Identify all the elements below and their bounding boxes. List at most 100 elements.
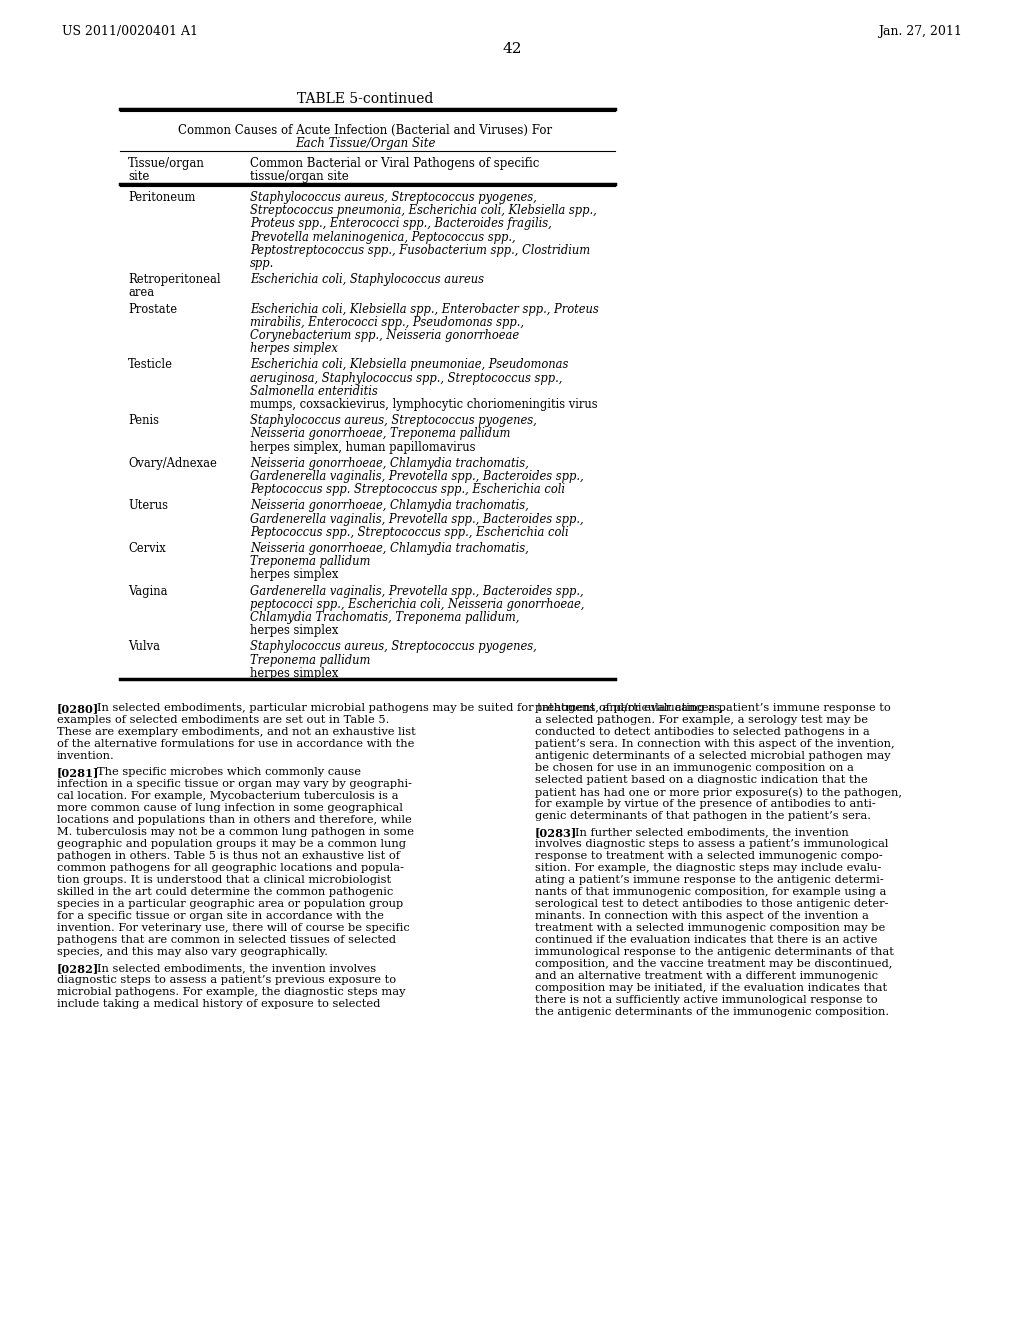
Text: pathogens, and/or evaluating a patient’s immune response to: pathogens, and/or evaluating a patient’s… [535,704,891,713]
Text: [0280]: [0280] [57,704,99,714]
Text: Cervix: Cervix [128,543,166,554]
Text: there is not a sufficiently active immunological response to: there is not a sufficiently active immun… [535,995,878,1005]
Text: These are exemplary embodiments, and not an exhaustive list: These are exemplary embodiments, and not… [57,727,416,737]
Text: Common Causes of Acute Infection (Bacterial and Viruses) For: Common Causes of Acute Infection (Bacter… [178,124,552,137]
Text: nants of that immunogenic composition, for example using a: nants of that immunogenic composition, f… [535,887,887,898]
Text: pathogen in others. Table 5 is thus not an exhaustive list of: pathogen in others. Table 5 is thus not … [57,851,400,861]
Text: [0281]: [0281] [57,767,99,777]
Text: Prevotella melaninogenica, Peptococcus spp.,: Prevotella melaninogenica, Peptococcus s… [250,231,516,244]
Text: patient has had one or more prior exposure(s) to the pathogen,: patient has had one or more prior exposu… [535,787,902,797]
Text: microbial pathogens. For example, the diagnostic steps may: microbial pathogens. For example, the di… [57,987,406,997]
Text: genic determinants of that pathogen in the patient’s sera.: genic determinants of that pathogen in t… [535,810,871,821]
Text: mumps, coxsackievirus, lymphocytic choriomeningitis virus: mumps, coxsackievirus, lymphocytic chori… [250,399,598,411]
Text: immunological response to the antigenic determinants of that: immunological response to the antigenic … [535,946,894,957]
Text: antigenic determinants of a selected microbial pathogen may: antigenic determinants of a selected mic… [535,751,891,762]
Text: [0282]: [0282] [57,964,99,974]
Text: geographic and population groups it may be a common lung: geographic and population groups it may … [57,840,406,849]
Text: Testicle: Testicle [128,359,173,371]
Text: site: site [128,170,150,183]
Text: [0283]: [0283] [535,828,578,838]
Text: Proteus spp., Enterococci spp., Bacteroides fragilis,: Proteus spp., Enterococci spp., Bacteroi… [250,218,552,231]
Text: Staphylococcus aureus, Streptococcus pyogenes,: Staphylococcus aureus, Streptococcus pyo… [250,191,537,205]
Text: infection in a specific tissue or organ may vary by geographi-: infection in a specific tissue or organ … [57,779,412,789]
Text: species in a particular geographic area or population group: species in a particular geographic area … [57,899,403,909]
Text: herpes simplex: herpes simplex [250,569,338,581]
Text: continued if the evaluation indicates that there is an active: continued if the evaluation indicates th… [535,935,878,945]
Text: pathogens that are common in selected tissues of selected: pathogens that are common in selected ti… [57,935,396,945]
Text: Gardenerella vaginalis, Prevotella spp., Bacteroides spp.,: Gardenerella vaginalis, Prevotella spp.,… [250,512,584,525]
Text: Uterus: Uterus [128,499,168,512]
Text: Streptococcus pneumonia, Escherichia coli, Klebsiella spp.,: Streptococcus pneumonia, Escherichia col… [250,205,597,218]
Text: The specific microbes which commonly cause: The specific microbes which commonly cau… [97,767,361,777]
Text: minants. In connection with this aspect of the invention a: minants. In connection with this aspect … [535,911,869,921]
Text: herpes simplex: herpes simplex [250,624,338,638]
Text: serological test to detect antibodies to those antigenic deter-: serological test to detect antibodies to… [535,899,889,909]
Text: be chosen for use in an immunogenic composition on a: be chosen for use in an immunogenic comp… [535,763,854,774]
Text: Chlamydia Trachomatis, Treponema pallidum,: Chlamydia Trachomatis, Treponema pallidu… [250,611,519,624]
Text: Vagina: Vagina [128,585,168,598]
Text: Peptostreptococcus spp., Fusobacterium spp., Clostridium: Peptostreptococcus spp., Fusobacterium s… [250,244,590,257]
Text: invention.: invention. [57,751,115,762]
Text: more common cause of lung infection in some geographical: more common cause of lung infection in s… [57,803,402,813]
Text: a selected pathogen. For example, a serology test may be: a selected pathogen. For example, a sero… [535,715,868,725]
Text: Neisseria gonorrhoeae, Treponema pallidum: Neisseria gonorrhoeae, Treponema pallidu… [250,428,510,441]
Text: Tissue/organ: Tissue/organ [128,157,205,170]
Text: herpes simplex, human papillomavirus: herpes simplex, human papillomavirus [250,441,475,454]
Text: examples of selected embodiments are set out in Table 5.: examples of selected embodiments are set… [57,715,389,725]
Text: skilled in the art could determine the common pathogenic: skilled in the art could determine the c… [57,887,393,898]
Text: 42: 42 [502,42,522,55]
Text: Neisseria gonorrhoeae, Chlamydia trachomatis,: Neisseria gonorrhoeae, Chlamydia trachom… [250,457,528,470]
Text: Peptococcus spp., Streptococcus spp., Escherichia coli: Peptococcus spp., Streptococcus spp., Es… [250,525,568,539]
Text: peptococci spp., Escherichia coli, Neisseria gonorrhoeae,: peptococci spp., Escherichia coli, Neiss… [250,598,585,611]
Text: include taking a medical history of exposure to selected: include taking a medical history of expo… [57,999,380,1008]
Text: Retroperitoneal: Retroperitoneal [128,273,220,286]
Text: Treponema pallidum: Treponema pallidum [250,556,371,568]
Text: herpes simplex: herpes simplex [250,667,338,680]
Text: tissue/organ site: tissue/organ site [250,170,349,183]
Text: Staphylococcus aureus, Streptococcus pyogenes,: Staphylococcus aureus, Streptococcus pyo… [250,414,537,428]
Text: of the alternative formulations for use in accordance with the: of the alternative formulations for use … [57,739,415,748]
Text: tion groups. It is understood that a clinical microbiologist: tion groups. It is understood that a cli… [57,875,391,884]
Text: Salmonella enteriditis: Salmonella enteriditis [250,385,378,397]
Text: conducted to detect antibodies to selected pathogens in a: conducted to detect antibodies to select… [535,727,869,737]
Text: composition, and the vaccine treatment may be discontinued,: composition, and the vaccine treatment m… [535,960,892,969]
Text: common pathogens for all geographic locations and popula-: common pathogens for all geographic loca… [57,863,404,873]
Text: Prostate: Prostate [128,302,177,315]
Text: ating a patient’s immune response to the antigenic determi-: ating a patient’s immune response to the… [535,875,884,884]
Text: Each Tissue/Organ Site: Each Tissue/Organ Site [295,137,435,150]
Text: invention. For veterinary use, there will of course be specific: invention. For veterinary use, there wil… [57,923,410,933]
Text: Vulva: Vulva [128,640,160,653]
Text: aeruginosa, Staphylococcus spp., Streptococcus spp.,: aeruginosa, Staphylococcus spp., Strepto… [250,372,562,384]
Text: locations and populations than in others and therefore, while: locations and populations than in others… [57,814,412,825]
Text: involves diagnostic steps to assess a patient’s immunological: involves diagnostic steps to assess a pa… [535,840,889,849]
Text: In selected embodiments, particular microbial pathogens may be suited for treatm: In selected embodiments, particular micr… [97,704,724,713]
Text: Penis: Penis [128,414,159,428]
Text: Peptococcus spp. Streptococcus spp., Escherichia coli: Peptococcus spp. Streptococcus spp., Esc… [250,483,565,496]
Text: Staphylococcus aureus, Streptococcus pyogenes,: Staphylococcus aureus, Streptococcus pyo… [250,640,537,653]
Text: Common Bacterial or Viral Pathogens of specific: Common Bacterial or Viral Pathogens of s… [250,157,540,170]
Text: M. tuberculosis may not be a common lung pathogen in some: M. tuberculosis may not be a common lung… [57,828,414,837]
Text: patient’s sera. In connection with this aspect of the invention,: patient’s sera. In connection with this … [535,739,895,748]
Text: In further selected embodiments, the invention: In further selected embodiments, the inv… [575,828,849,837]
Text: Neisseria gonorrhoeae, Chlamydia trachomatis,: Neisseria gonorrhoeae, Chlamydia trachom… [250,543,528,554]
Text: species, and this may also vary geographically.: species, and this may also vary geograph… [57,946,328,957]
Text: selected patient based on a diagnostic indication that the: selected patient based on a diagnostic i… [535,775,867,785]
Text: Ovary/Adnexae: Ovary/Adnexae [128,457,217,470]
Text: sition. For example, the diagnostic steps may include evalu-: sition. For example, the diagnostic step… [535,863,882,873]
Text: composition may be initiated, if the evaluation indicates that: composition may be initiated, if the eva… [535,983,887,993]
Text: In selected embodiments, the invention involves: In selected embodiments, the invention i… [97,964,376,973]
Text: herpes simplex: herpes simplex [250,342,338,355]
Text: Neisseria gonorrhoeae, Chlamydia trachomatis,: Neisseria gonorrhoeae, Chlamydia trachom… [250,499,528,512]
Text: response to treatment with a selected immunogenic compo-: response to treatment with a selected im… [535,851,883,861]
Text: Treponema pallidum: Treponema pallidum [250,653,371,667]
Text: and an alternative treatment with a different immunogenic: and an alternative treatment with a diff… [535,972,878,981]
Text: US 2011/0020401 A1: US 2011/0020401 A1 [62,25,198,38]
Text: Escherichia coli, Klebsiella pneumoniae, Pseudomonas: Escherichia coli, Klebsiella pneumoniae,… [250,359,568,371]
Text: for example by virtue of the presence of antibodies to anti-: for example by virtue of the presence of… [535,799,876,809]
Text: mirabilis, Enterococci spp., Pseudomonas spp.,: mirabilis, Enterococci spp., Pseudomonas… [250,315,524,329]
Text: treatment with a selected immunogenic composition may be: treatment with a selected immunogenic co… [535,923,886,933]
Text: spp.: spp. [250,257,274,271]
Text: diagnostic steps to assess a patient’s previous exposure to: diagnostic steps to assess a patient’s p… [57,975,396,985]
Text: area: area [128,286,155,300]
Text: cal location. For example, Mycobacterium tuberculosis is a: cal location. For example, Mycobacterium… [57,791,398,801]
